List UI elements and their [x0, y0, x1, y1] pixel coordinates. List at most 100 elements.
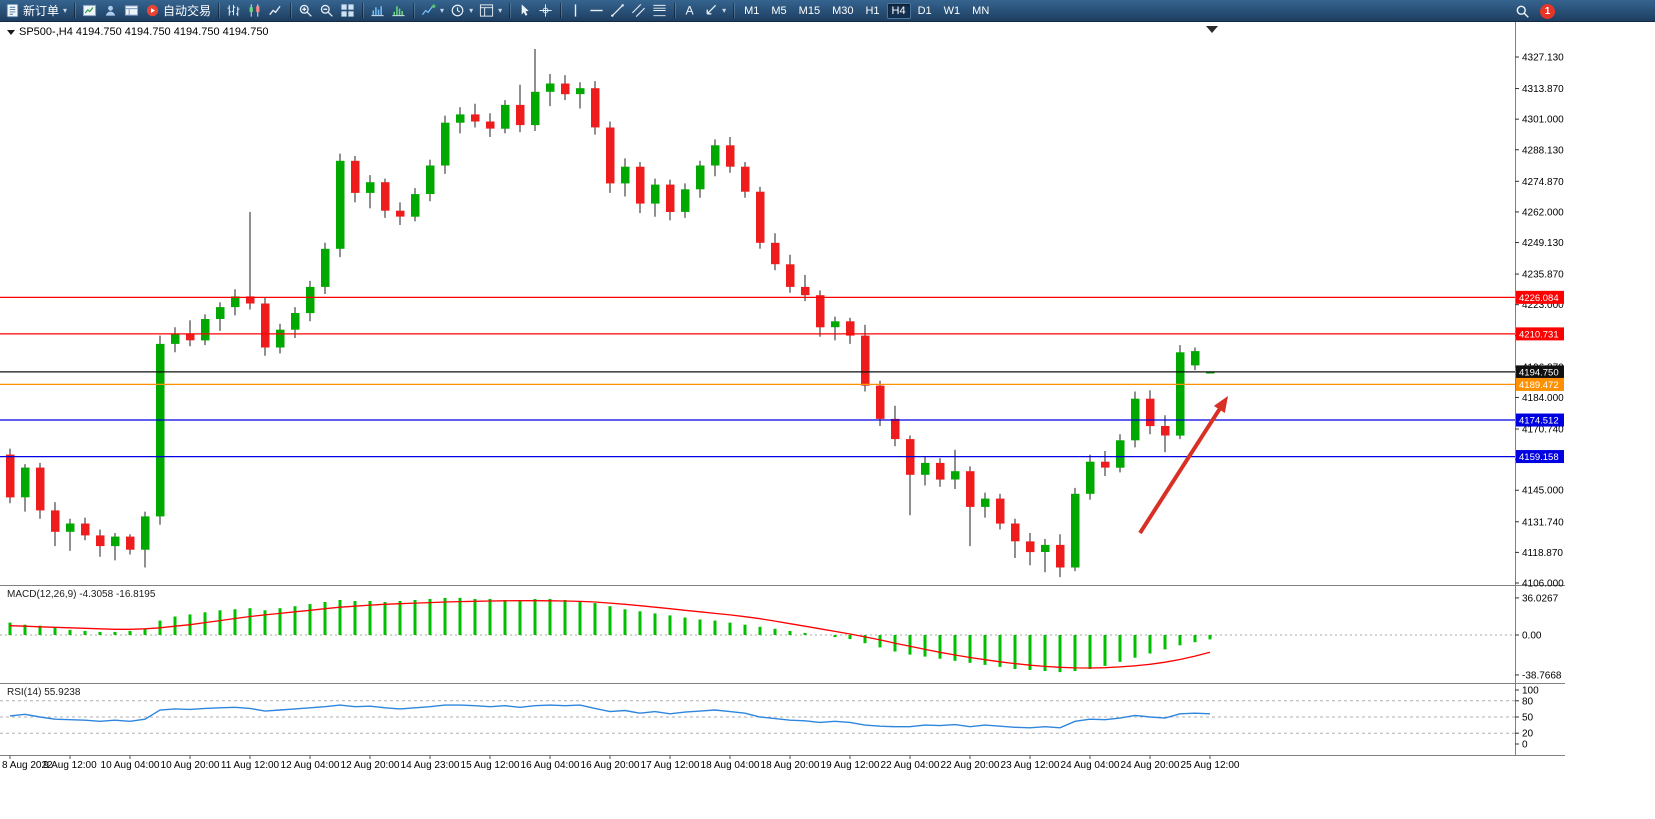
panel-separators: [0, 22, 1565, 756]
svg-text:24 Aug 04:00: 24 Aug 04:00: [1061, 760, 1120, 771]
search-button[interactable]: [1512, 1, 1533, 21]
toolbar-separator: [733, 3, 735, 18]
svg-text:4274.870: 4274.870: [1522, 177, 1564, 188]
svg-text:10 Aug 20:00: 10 Aug 20:00: [161, 760, 220, 771]
svg-text:50: 50: [1522, 713, 1534, 724]
insert-indicator-button[interactable]: ▾: [418, 1, 447, 21]
svg-text:4174.512: 4174.512: [1519, 416, 1559, 427]
svg-text:4159.158: 4159.158: [1519, 452, 1559, 463]
timeframe-m5-button[interactable]: M5: [766, 3, 791, 19]
chart-shift-marker[interactable]: [1206, 26, 1218, 33]
macd-panel: 36.0267 0.00 -38.7668: [0, 593, 1562, 681]
toolbar-separator: [509, 3, 511, 18]
svg-text:4235.870: 4235.870: [1522, 270, 1564, 281]
terminal-icon: [124, 5, 139, 16]
candles: [6, 49, 1215, 578]
crosshair-icon: [539, 4, 552, 17]
macd-signal-line: [9, 600, 1211, 669]
svg-text:15 Aug 12:00: 15 Aug 12:00: [461, 760, 520, 771]
timeframe-m1-button[interactable]: M1: [739, 3, 764, 19]
svg-text:4301.000: 4301.000: [1522, 115, 1564, 126]
timeframe-mn-button[interactable]: MN: [967, 3, 994, 19]
svg-text:14 Aug 23:00: 14 Aug 23:00: [401, 760, 460, 771]
caret-down-icon: ▾: [440, 6, 445, 15]
market-watch-button[interactable]: [79, 1, 100, 21]
svg-text:17 Aug 12:00: 17 Aug 12:00: [641, 760, 700, 771]
toolbar-right-group: 1: [1512, 0, 1555, 22]
svg-text:4170.740: 4170.740: [1522, 425, 1564, 436]
text-icon: A: [686, 4, 695, 18]
svg-text:25 Aug 12:00: 25 Aug 12:00: [1181, 760, 1240, 771]
symbol-dropdown-icon[interactable]: [7, 29, 15, 35]
histogram-icon: [392, 6, 405, 17]
timeframe-d1-button[interactable]: D1: [913, 3, 937, 19]
svg-text:8 Aug 2022: 8 Aug 2022: [2, 760, 53, 771]
zoom-out-icon: [320, 4, 333, 17]
new-order-button-label: 新订单: [23, 4, 60, 18]
horizontal-line-button[interactable]: [586, 1, 607, 21]
terminal-button[interactable]: [121, 1, 142, 21]
svg-text:12 Aug 20:00: 12 Aug 20:00: [341, 760, 400, 771]
zoom-out-button[interactable]: [316, 1, 337, 21]
indicators-icon: [421, 4, 436, 16]
periods-button[interactable]: ▾: [447, 1, 476, 21]
timeframe-w1-button[interactable]: W1: [939, 3, 966, 19]
svg-text:23 Aug 12:00: 23 Aug 12:00: [1001, 760, 1060, 771]
clock-icon: [451, 4, 464, 17]
vertical-line-button[interactable]: [565, 1, 586, 21]
line-chart-icon: [269, 5, 281, 16]
svg-text:80: 80: [1522, 696, 1534, 707]
price-axis[interactable]: 4327.130 4313.870 4301.000 4288.130 4274.870…: [1515, 53, 1564, 590]
histogram-window-button[interactable]: [388, 1, 409, 21]
candlestick-chart-button[interactable]: [244, 1, 265, 21]
zoom-in-button[interactable]: [295, 1, 316, 21]
text-button[interactable]: A: [679, 1, 700, 21]
channel-icon: [632, 4, 646, 17]
svg-text:4194.750: 4194.750: [1519, 367, 1559, 378]
notification-badge[interactable]: 1: [1540, 3, 1555, 19]
equidistant-channel-button[interactable]: [628, 1, 649, 21]
indicator-window-button[interactable]: [367, 1, 388, 21]
svg-text:22 Aug 20:00: 22 Aug 20:00: [941, 760, 1000, 771]
macd-label: MACD(12,26,9) -4.3058 -16.8195: [7, 589, 156, 600]
toolbar-separator: [560, 3, 562, 18]
timeframe-m30-button[interactable]: M30: [827, 3, 858, 19]
timeframe-m15-button[interactable]: M15: [794, 3, 825, 19]
svg-text:0.00: 0.00: [1522, 631, 1542, 642]
cursor-button[interactable]: [514, 1, 535, 21]
templates-button[interactable]: ▾: [476, 1, 505, 21]
zoom-in-icon: [299, 4, 312, 17]
trend-arrow-annotation[interactable]: [1138, 396, 1228, 535]
fibonacci-button[interactable]: [649, 1, 670, 21]
new-order-button[interactable]: 新订单 ▾: [2, 1, 70, 21]
toolbar-separator: [218, 3, 220, 18]
bar-chart-button[interactable]: [223, 1, 244, 21]
cursor-icon: [521, 4, 529, 16]
arrow-tool-icon: [706, 4, 717, 15]
crosshair-button[interactable]: [535, 1, 556, 21]
tile-windows-icon: [341, 4, 354, 17]
svg-text:4226.084: 4226.084: [1519, 293, 1559, 304]
ohlc-bars-icon: [227, 4, 240, 17]
navigator-button[interactable]: [100, 1, 121, 21]
svg-text:4210.731: 4210.731: [1519, 329, 1559, 340]
svg-text:36.0267: 36.0267: [1522, 593, 1559, 604]
timeframe-h4-button[interactable]: H4: [886, 2, 911, 19]
trendline-button[interactable]: [607, 1, 628, 21]
svg-text:16 Aug 20:00: 16 Aug 20:00: [581, 760, 640, 771]
svg-text:12 Aug 04:00: 12 Aug 04:00: [281, 760, 340, 771]
tile-windows-button[interactable]: [337, 1, 358, 21]
svg-text:4106.000: 4106.000: [1522, 579, 1564, 590]
indicator-window-icon: [371, 6, 384, 17]
svg-text:19 Aug 12:00: 19 Aug 12:00: [821, 760, 880, 771]
trendline-icon: [611, 4, 624, 17]
caret-down-icon: ▾: [63, 6, 68, 15]
timeframe-h1-button[interactable]: H1: [860, 3, 884, 19]
horizontal-line-icon: [590, 9, 603, 12]
svg-text:-38.7668: -38.7668: [1522, 670, 1562, 681]
line-chart-button[interactable]: [265, 1, 286, 21]
auto-trading-button[interactable]: 自动交易: [142, 1, 214, 21]
arrows-button[interactable]: ▾: [700, 1, 729, 21]
